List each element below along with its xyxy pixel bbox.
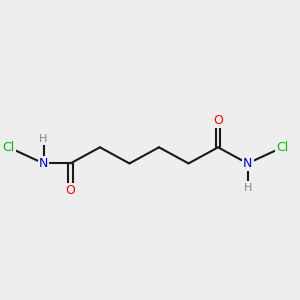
Text: O: O xyxy=(213,114,223,127)
Text: H: H xyxy=(39,134,48,144)
Text: N: N xyxy=(243,157,252,170)
Text: N: N xyxy=(39,157,48,170)
Text: Cl: Cl xyxy=(2,141,15,154)
Text: O: O xyxy=(65,184,75,197)
Text: Cl: Cl xyxy=(276,141,289,154)
Text: H: H xyxy=(243,183,252,193)
